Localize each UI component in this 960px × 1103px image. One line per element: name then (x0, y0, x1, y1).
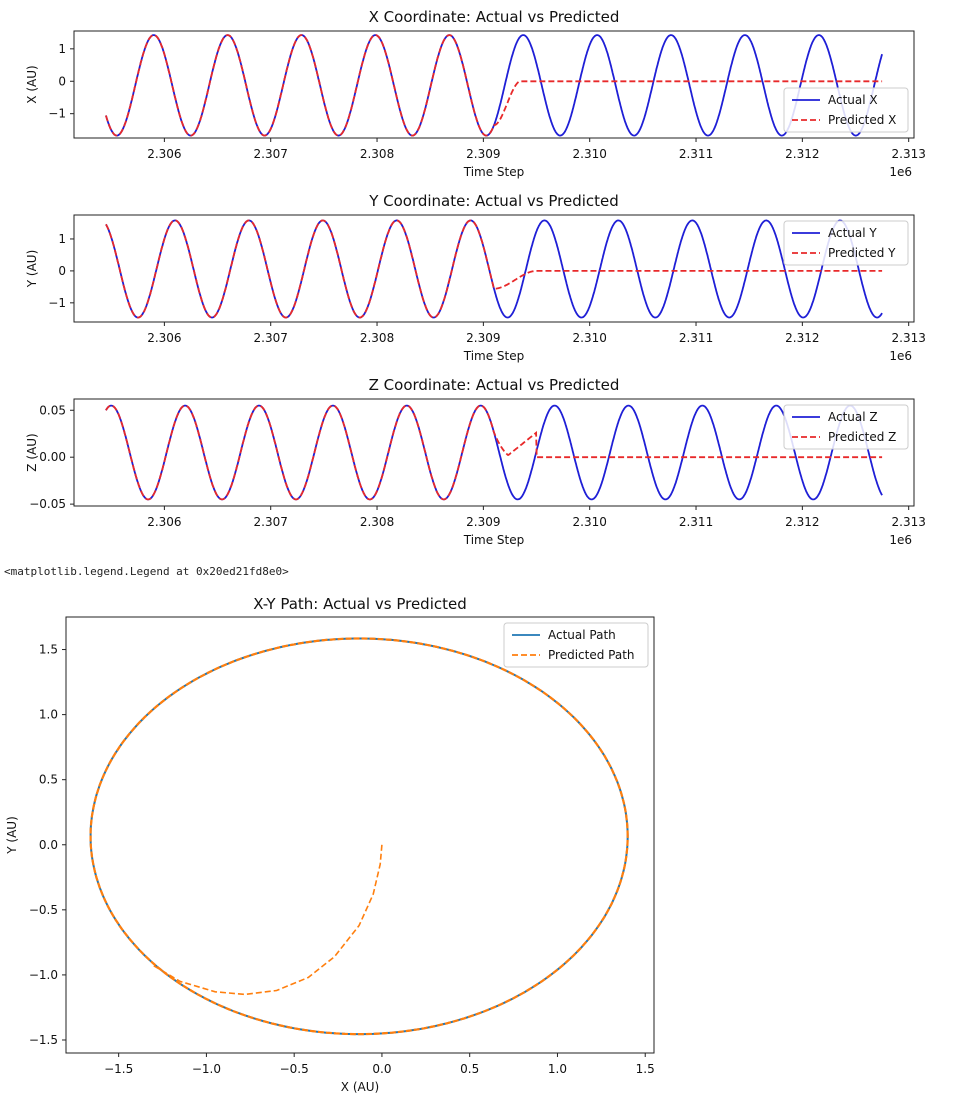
x-axis-label: Time Step (463, 349, 525, 363)
x-tick-label: 2.307 (254, 147, 288, 161)
output-text: <matplotlib.legend.Legend at 0x20ed21fd8… (4, 565, 289, 578)
x-tick-label: 2.312 (785, 147, 819, 161)
legend-label: Actual X (828, 93, 878, 107)
y-tick-label: −0.05 (29, 497, 66, 511)
y-tick-label: 1.5 (39, 643, 58, 657)
y-tick-label: 0 (58, 74, 66, 88)
chart-title: Z Coordinate: Actual vs Predicted (369, 376, 620, 394)
x-tick-label: 1.0 (548, 1062, 567, 1076)
legend-box (783, 404, 909, 450)
y-tick-label: −1.0 (29, 968, 58, 982)
y-tick-label: 1.0 (39, 708, 58, 722)
chart-4: X-Y Path: Actual vs Predicted X (AU) Y (AU… (5, 595, 655, 1094)
legend-label: Actual Path (548, 628, 616, 642)
x-tick-label: 2.308 (360, 515, 394, 529)
y-tick-label: −1 (48, 107, 66, 121)
x-tick-label: 0.5 (460, 1062, 479, 1076)
y-tick-label: 0.05 (39, 403, 66, 417)
series-layer (105, 34, 883, 137)
y-tick-label: −1 (48, 296, 66, 310)
x-offset-label: 1e6 (889, 349, 912, 363)
y-tick-label: 0.00 (39, 450, 66, 464)
x-tick-label: 2.313 (892, 515, 926, 529)
y-axis-label: Y (AU) (5, 816, 19, 855)
legend-box (503, 622, 649, 668)
x-tick-label: 1.5 (636, 1062, 655, 1076)
series-line-actual (105, 219, 883, 319)
chart-title: X Coordinate: Actual vs Predicted (369, 8, 620, 26)
series-line-predicted (105, 404, 883, 501)
y-axis-label: Z (AU) (25, 433, 39, 471)
series-layer (89, 637, 629, 1036)
series-line-predicted-spiral (153, 844, 383, 996)
legend-box (783, 87, 909, 133)
legend-label: Predicted Z (828, 430, 896, 444)
x-tick-label: 2.307 (254, 331, 288, 345)
x-tick-label: −1.0 (192, 1062, 221, 1076)
x-tick-label: 2.311 (679, 331, 713, 345)
legend: Actual Z Predicted Z (783, 404, 909, 450)
chart-3: Z Coordinate: Actual vs Predicted Time St… (25, 376, 926, 547)
plot-area (73, 30, 915, 139)
legend-label: Predicted Path (548, 648, 635, 662)
y-tick-label: 0 (58, 264, 66, 278)
x-axis-label: X (AU) (341, 1080, 379, 1094)
x-tick-label: −0.5 (280, 1062, 309, 1076)
series-line-predicted (105, 34, 883, 137)
x-axis-label: Time Step (463, 533, 525, 547)
legend: Actual X Predicted X (783, 87, 909, 133)
legend: Actual Y Predicted Y (783, 220, 909, 266)
x-tick-label: 2.310 (573, 515, 607, 529)
x-tick-label: 2.306 (147, 147, 181, 161)
x-tick-label: 2.312 (785, 515, 819, 529)
x-tick-label: 2.308 (360, 147, 394, 161)
y-tick-label: −0.5 (29, 903, 58, 917)
legend-box (783, 220, 909, 266)
legend-label: Actual Z (828, 410, 878, 424)
plot-area (65, 616, 655, 1054)
x-tick-label: 2.309 (466, 147, 500, 161)
x-tick-label: 2.306 (147, 331, 181, 345)
x-tick-label: 2.307 (254, 515, 288, 529)
legend-label: Predicted Y (828, 246, 896, 260)
x-tick-label: 2.311 (679, 515, 713, 529)
x-tick-label: 0.0 (372, 1062, 391, 1076)
x-tick-label: 2.310 (573, 331, 607, 345)
x-tick-label: 2.312 (785, 331, 819, 345)
legend-label: Actual Y (828, 226, 877, 240)
x-tick-label: 2.309 (466, 331, 500, 345)
chart-title: Y Coordinate: Actual vs Predicted (368, 192, 619, 210)
y-tick-label: 0.0 (39, 838, 58, 852)
legend-label: Predicted X (828, 113, 896, 127)
x-tick-label: 2.310 (573, 147, 607, 161)
y-axis-label: Y (AU) (25, 250, 39, 289)
x-tick-label: 2.313 (892, 331, 926, 345)
x-tick-label: −1.5 (104, 1062, 133, 1076)
chart-2: Y Coordinate: Actual vs Predicted Time St… (25, 192, 926, 363)
x-axis-label: Time Step (463, 165, 525, 179)
x-tick-label: 2.311 (679, 147, 713, 161)
y-tick-label: 1 (58, 42, 66, 56)
x-tick-label: 2.309 (466, 515, 500, 529)
series-line-predicted-orbit (89, 637, 629, 1036)
chart-title: X-Y Path: Actual vs Predicted (253, 595, 467, 613)
y-tick-label: 1 (58, 232, 66, 246)
x-tick-label: 2.313 (892, 147, 926, 161)
legend: Actual Path Predicted Path (503, 622, 649, 668)
y-axis-label: X (AU) (25, 65, 39, 103)
y-tick-label: 0.5 (39, 773, 58, 787)
series-layer (105, 219, 883, 319)
series-layer (105, 404, 883, 501)
x-offset-label: 1e6 (889, 533, 912, 547)
series-line-predicted (105, 219, 883, 319)
x-offset-label: 1e6 (889, 165, 912, 179)
chart-1: X Coordinate: Actual vs Predicted Time St… (25, 8, 926, 179)
y-tick-label: −1.5 (29, 1033, 58, 1047)
x-tick-label: 2.306 (147, 515, 181, 529)
x-tick-label: 2.308 (360, 331, 394, 345)
